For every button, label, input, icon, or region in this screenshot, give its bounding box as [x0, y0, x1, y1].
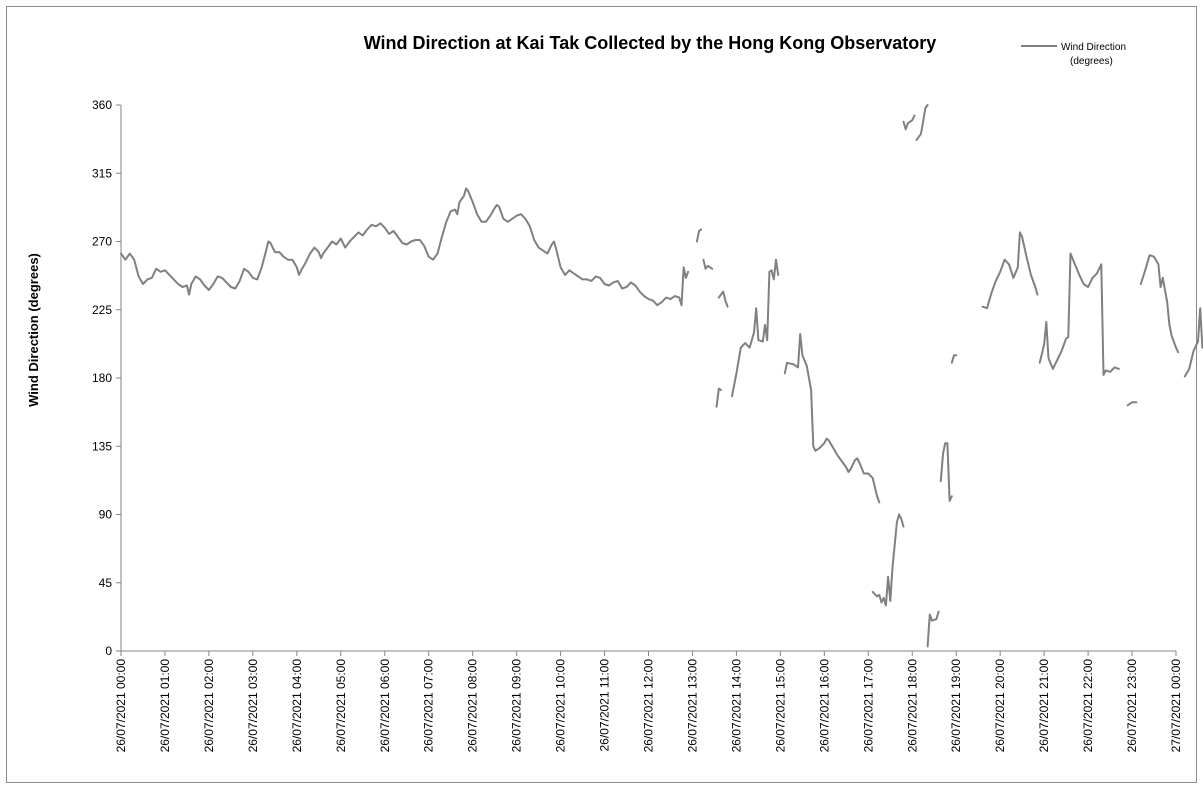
- x-tick-label: 26/07/2021 06:00: [378, 659, 392, 753]
- series-line-segment: [1139, 254, 1180, 354]
- series-line-segment: [695, 228, 703, 243]
- x-tick-label: 26/07/2021 22:00: [1081, 659, 1095, 753]
- series-line-segment: [1038, 252, 1120, 376]
- legend-entry-line2: (degrees): [1070, 56, 1113, 67]
- x-tick-label: 26/07/2021 03:00: [246, 659, 260, 753]
- series-line-segment: [120, 187, 690, 307]
- x-tick-label: 26/07/2021 09:00: [510, 659, 524, 753]
- legend-entry-line1: Wind Direction: [1061, 42, 1126, 53]
- y-tick-label: 270: [92, 235, 112, 249]
- series-line-segment: [926, 610, 940, 648]
- x-tick-label: 26/07/2021 19:00: [949, 659, 963, 753]
- x-tick-label: 26/07/2021 07:00: [422, 659, 436, 753]
- series-line-segment: [871, 513, 905, 607]
- series-line-segment: [950, 354, 958, 364]
- chart-frame: [6, 6, 1197, 783]
- series-line-segment: [783, 333, 881, 504]
- series-line-segment: [939, 442, 953, 502]
- series-line-segment: [702, 258, 714, 270]
- x-tick-label: 26/07/2021 10:00: [554, 659, 568, 753]
- x-tick-label: 26/07/2021 14:00: [729, 659, 743, 753]
- x-tick-label: 26/07/2021 20:00: [993, 659, 1007, 753]
- x-tick-label: 26/07/2021 01:00: [158, 659, 172, 753]
- y-tick-label: 0: [105, 644, 112, 658]
- series-line-segment: [1183, 307, 1203, 378]
- x-tick-label: 26/07/2021 04:00: [290, 659, 304, 753]
- x-tick-label: 26/07/2021 08:00: [466, 659, 480, 753]
- series-line-segment: [981, 231, 1039, 310]
- x-tick-label: 26/07/2021 15:00: [773, 659, 787, 753]
- y-axis-title: Wind Direction (degrees): [26, 253, 41, 407]
- series-line-segment: [915, 104, 929, 141]
- x-tick-label: 26/07/2021 18:00: [905, 659, 919, 753]
- y-tick-label: 90: [99, 508, 113, 522]
- y-axis: 0 45 90 135 180 225 270 315 360: [92, 98, 122, 658]
- y-tick-label: 315: [92, 166, 112, 180]
- x-tick-label: 26/07/2021 13:00: [685, 659, 699, 753]
- x-tick-label: 26/07/2021 12:00: [642, 659, 656, 753]
- y-tick-label: 135: [92, 439, 112, 453]
- y-tick-label: 360: [92, 98, 112, 112]
- series-line-segment: [1126, 401, 1138, 407]
- plot-area: [120, 104, 1203, 648]
- x-tick-label: 27/07/2021 00:00: [1169, 659, 1183, 753]
- y-tick-label: 180: [92, 371, 112, 385]
- x-axis: 26/07/2021 00:00 26/07/2021 01:00 26/07/20…: [114, 650, 1183, 753]
- series-line-segment: [902, 114, 916, 131]
- y-tick-label: 225: [92, 303, 112, 317]
- series-line-segment: [715, 387, 722, 408]
- x-tick-label: 26/07/2021 17:00: [861, 659, 875, 753]
- y-tick-label: 45: [99, 576, 113, 590]
- x-tick-label: 26/07/2021 16:00: [817, 659, 831, 753]
- legend: Wind Direction (degrees): [1021, 42, 1126, 67]
- x-tick-label: 26/07/2021 23:00: [1125, 659, 1139, 753]
- x-tick-label: 26/07/2021 05:00: [334, 659, 348, 753]
- series-line-segment: [731, 258, 780, 398]
- chart-title: Wind Direction at Kai Tak Collected by t…: [364, 33, 937, 53]
- x-tick-label: 26/07/2021 00:00: [114, 659, 128, 753]
- x-tick-label: 26/07/2021 21:00: [1037, 659, 1051, 753]
- x-tick-label: 26/07/2021 11:00: [598, 659, 612, 752]
- x-tick-label: 26/07/2021 02:00: [202, 659, 216, 753]
- series-line-segment: [717, 290, 729, 308]
